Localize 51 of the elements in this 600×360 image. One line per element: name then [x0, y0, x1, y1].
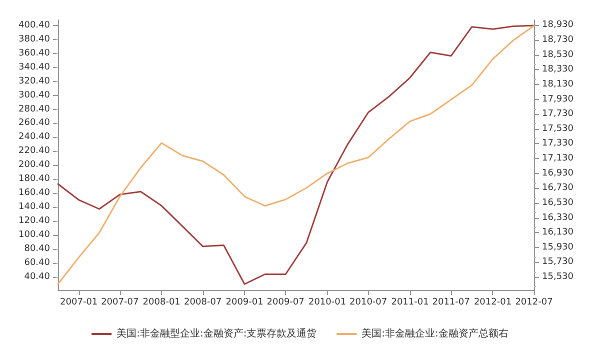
y2-tick-label: 18,730 — [542, 35, 574, 45]
x-tick-label: 2011-07 — [432, 298, 470, 308]
x-tick-label: 2012-01 — [474, 298, 512, 308]
x-tick-label: 2009-01 — [226, 298, 264, 308]
y2-tick-label: 15,730 — [542, 257, 574, 268]
y-tick-label: 400.40 — [18, 20, 50, 30]
y2-tick-label: 17,130 — [542, 154, 574, 164]
y2-tick-label: 18,330 — [542, 64, 574, 75]
x-tick-label: 2010-01 — [308, 298, 346, 308]
y2-tick-label: 15,530 — [542, 272, 574, 282]
y-tick-label: 140.40 — [18, 202, 50, 212]
y2-tick-label: 17,730 — [542, 109, 574, 120]
y-tick-label: 40.40 — [24, 272, 50, 282]
y-tick-label: 320.40 — [18, 76, 50, 86]
x-tick-label: 2010-07 — [350, 298, 388, 308]
y-tick-label: 220.40 — [18, 146, 50, 156]
y-tick-label: 180.40 — [18, 174, 50, 184]
y-tick-label: 280.40 — [18, 104, 50, 114]
y-tick-label: 200.40 — [18, 160, 50, 170]
y-tick-label: 380.40 — [18, 34, 50, 44]
legend-label: 美国:非金融企业:金融资产总额右 — [362, 328, 508, 340]
y2-tick-label: 16,730 — [542, 183, 574, 194]
y2-tick-label: 15,930 — [542, 242, 574, 252]
y2-tick-label: 18,130 — [542, 79, 574, 90]
x-tick-label: 2007-01 — [60, 298, 98, 308]
y-tick-label: 300.40 — [18, 90, 50, 100]
x-tick-label: 2008-07 — [184, 298, 222, 308]
x-tick-label: 2009-07 — [266, 298, 304, 308]
y-tick-label: 160.40 — [18, 188, 50, 198]
x-tick-label: 2008-01 — [142, 298, 180, 308]
y-tick-label: 100.40 — [18, 230, 50, 240]
y-tick-label: 80.40 — [24, 244, 50, 254]
y-tick-label: 240.40 — [18, 132, 50, 142]
y2-tick-label: 16,930 — [542, 168, 574, 178]
y2-tick-label: 18,530 — [542, 50, 574, 60]
y-tick-label: 360.40 — [18, 48, 50, 58]
y-tick-label: 120.40 — [18, 216, 50, 226]
y2-tick-label: 18,930 — [542, 20, 574, 30]
y2-tick-label: 17,530 — [542, 124, 574, 134]
y2-tick-label: 16,130 — [542, 228, 574, 238]
y2-tick-label: 17,330 — [542, 138, 574, 149]
y-tick-label: 260.40 — [18, 118, 50, 128]
y-tick-label: 340.40 — [18, 62, 50, 72]
legend-label: 美国:非金融型企业:金融资产:支票存款及通货 — [116, 328, 317, 340]
y2-tick-label: 17,930 — [542, 94, 574, 104]
x-tick-label: 2007-07 — [101, 298, 139, 308]
x-tick-label: 2011-01 — [391, 298, 429, 308]
y2-tick-label: 16,330 — [542, 212, 574, 223]
x-tick-label: 2012-07 — [515, 298, 553, 308]
y2-tick-label: 16,530 — [542, 198, 574, 208]
y-tick-label: 60.40 — [24, 258, 50, 268]
